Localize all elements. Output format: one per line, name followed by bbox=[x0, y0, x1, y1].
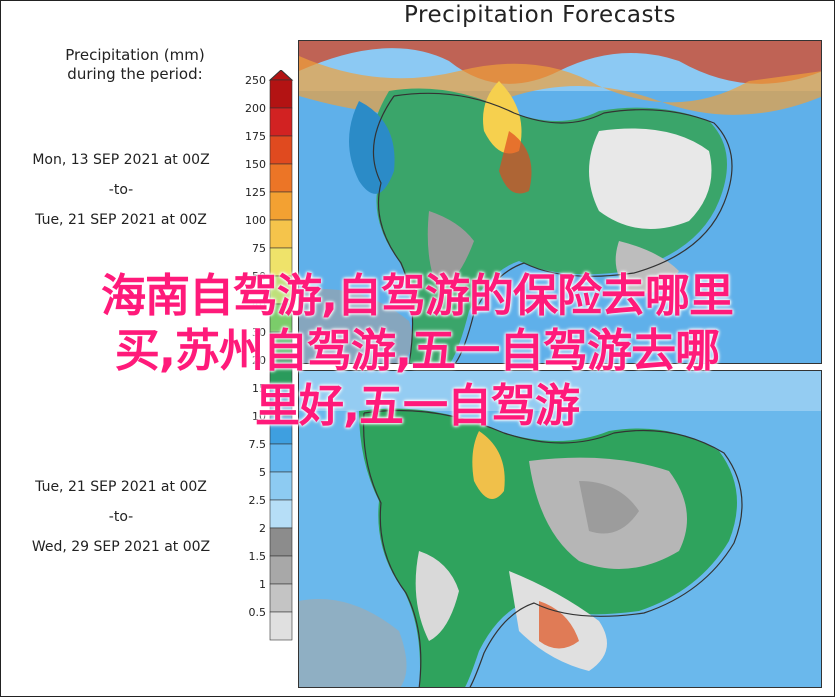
legend-title: Precipitation (mm) during the period: bbox=[10, 46, 260, 84]
colorbar-tick-label: 20 bbox=[252, 354, 266, 367]
legend-title-line1: Precipitation (mm) bbox=[65, 46, 205, 64]
colorbar-segment bbox=[269, 611, 293, 641]
colorbar-segment bbox=[269, 107, 293, 137]
colorbar-tick-label: 5 bbox=[259, 466, 266, 479]
figure-title: Precipitation Forecasts bbox=[404, 2, 676, 28]
colorbar-tick-label: 175 bbox=[245, 130, 266, 143]
colorbar-segment bbox=[269, 583, 293, 613]
colorbar-segment bbox=[269, 135, 293, 165]
colorbar-tick-label: 30 bbox=[252, 326, 266, 339]
period-1-start: Mon, 13 SEP 2021 at 00Z bbox=[32, 152, 210, 168]
watermark-line1: 海南自驾游,自驾游的保险去哪里 bbox=[100, 269, 734, 322]
watermark-line2: 买,苏州自驾游,五一自驾游去哪 bbox=[114, 324, 720, 377]
period-2-separator: -to- bbox=[108, 509, 134, 525]
period-2-end: Wed, 29 SEP 2021 at 00Z bbox=[31, 539, 211, 555]
legend-title-line2: during the period: bbox=[67, 65, 203, 83]
period-1-end: Tue, 21 SEP 2021 at 00Z bbox=[35, 212, 207, 228]
colorbar-segment bbox=[269, 471, 293, 501]
colorbar-tick-label: 15 bbox=[252, 382, 266, 395]
colorbar-segment bbox=[269, 555, 293, 585]
colorbar-segment bbox=[269, 219, 293, 249]
colorbar-tick-label: 10 bbox=[252, 410, 266, 423]
colorbar-tick-label: 2 bbox=[259, 522, 266, 535]
colorbar-tick-label: 100 bbox=[245, 214, 266, 227]
watermark-line3: 里好,五一自驾游 bbox=[254, 379, 580, 432]
south-america-map-week2 bbox=[299, 371, 821, 687]
colorbar-tick-label: 50 bbox=[252, 270, 266, 283]
colorbar-segment bbox=[269, 191, 293, 221]
colorbar-segment bbox=[269, 163, 293, 193]
overlay-watermark-text: 海南自驾游,自驾游的保险去哪里 买,苏州自驾游,五一自驾游去哪 里好,五一自驾游 bbox=[4, 268, 830, 433]
period-2-start: Tue, 21 SEP 2021 at 00Z bbox=[35, 479, 207, 495]
forecast-map-week1 bbox=[298, 40, 822, 364]
colorbar-segment bbox=[269, 443, 293, 473]
colorbar-extension-top bbox=[268, 70, 294, 81]
colorbar-tick-label: 7.5 bbox=[249, 438, 267, 451]
colorbar-segment bbox=[269, 499, 293, 529]
forecast-map-week2 bbox=[298, 370, 822, 688]
colorbar-tick-label: 150 bbox=[245, 158, 266, 171]
colorbar-segment bbox=[269, 527, 293, 557]
colorbar-tick-label: 40 bbox=[252, 298, 266, 311]
precipitation-colorbar: 250 200 175 150 125 100 75 50 40 30 20 15 10 7.5 5 2.5 2… bbox=[245, 70, 294, 641]
colorbar-tick-label: 1 bbox=[259, 578, 266, 591]
colorbar-segment bbox=[269, 79, 293, 109]
south-america-map-week1 bbox=[299, 41, 821, 363]
colorbar-tick-label: 200 bbox=[245, 102, 266, 115]
colorbar-tick-label: 1.5 bbox=[249, 550, 267, 563]
period-1-label: Mon, 13 SEP 2021 at 00Z -to- Tue, 21 SEP… bbox=[8, 145, 234, 235]
colorbar-tick-label: 125 bbox=[245, 186, 266, 199]
colorbar-tick-label: 75 bbox=[252, 242, 266, 255]
period-2-label: Tue, 21 SEP 2021 at 00Z -to- Wed, 29 SEP… bbox=[8, 472, 234, 562]
colorbar-tick-label: 2.5 bbox=[249, 494, 267, 507]
period-1-separator: -to- bbox=[108, 182, 134, 198]
colorbar-tick-label: 250 bbox=[245, 74, 266, 87]
forecast-maps bbox=[298, 40, 822, 688]
colorbar-tick-label: 0.5 bbox=[249, 606, 267, 619]
